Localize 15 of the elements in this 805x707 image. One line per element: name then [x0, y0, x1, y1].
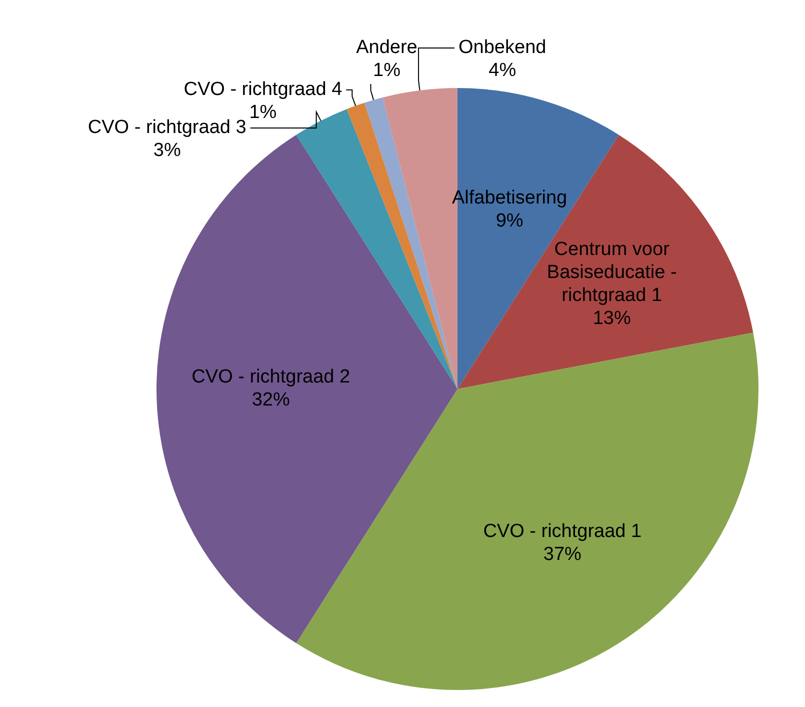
slice-label: CVO - richtgraad 2	[192, 366, 350, 388]
data-label: 4%	[488, 60, 516, 82]
slice-label: CVO - richtgraad 4	[184, 79, 343, 100]
data-label: 32%	[252, 390, 290, 411]
data-label: 13%	[592, 308, 631, 329]
data-label: 3%	[153, 140, 181, 162]
slice-label: Centrum voor Basiseducatie - richtgraad 1	[546, 238, 677, 306]
data-label: 37%	[543, 544, 582, 566]
data-label: 1%	[373, 60, 401, 82]
slice-label: CVO - richtgraad 3	[88, 117, 246, 138]
slice-label: Andere	[356, 37, 418, 58]
data-label: 1%	[249, 102, 277, 124]
slice-label: Onbekend	[458, 37, 546, 58]
slice-label: CVO - richtgraad 1	[483, 521, 642, 542]
data-label: 9%	[496, 210, 524, 232]
